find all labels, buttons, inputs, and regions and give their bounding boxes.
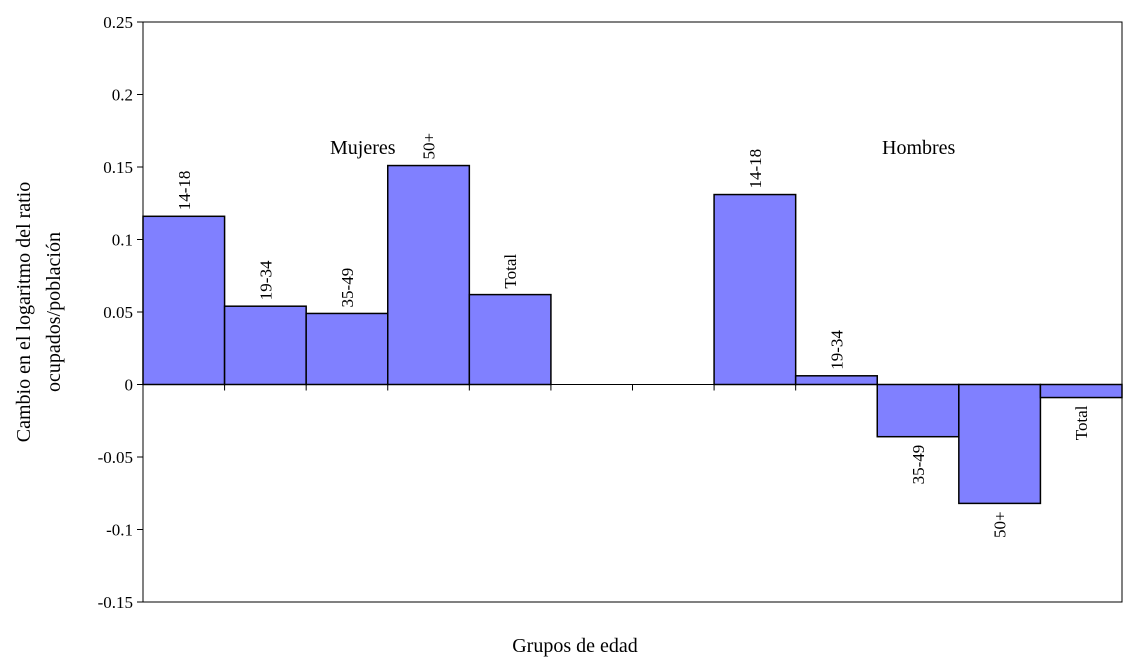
bar bbox=[468, 293, 552, 386]
bar-label: 14-18 bbox=[175, 171, 194, 211]
bar-label: Total bbox=[501, 254, 520, 289]
bar bbox=[958, 383, 1042, 505]
bar bbox=[876, 383, 960, 438]
annotation: Hombres bbox=[882, 137, 956, 159]
x-axis-title: Grupos de edad bbox=[512, 635, 638, 657]
bar bbox=[387, 164, 471, 386]
bar bbox=[305, 312, 389, 386]
bar bbox=[223, 305, 307, 386]
y-tick-label: 0 bbox=[125, 376, 134, 395]
bar bbox=[713, 193, 797, 386]
bar-label: 35-49 bbox=[338, 268, 357, 308]
bar-label: 50+ bbox=[991, 511, 1010, 538]
bar bbox=[794, 375, 879, 386]
bar bbox=[142, 215, 226, 386]
bar bbox=[1039, 383, 1123, 399]
y-tick-label: -0.15 bbox=[98, 593, 133, 612]
y-axis-title: Cambio en el logaritmo del ratio bbox=[13, 182, 35, 443]
bar-label: 35-49 bbox=[909, 445, 928, 485]
y-tick-label: 0.15 bbox=[103, 158, 133, 177]
y-tick-label: 0.1 bbox=[112, 231, 133, 250]
y-axis-title: ocupados/población bbox=[43, 232, 65, 392]
bar-label: Total bbox=[1072, 405, 1091, 440]
bar-label: 19-34 bbox=[256, 260, 275, 300]
bar-label: 19-34 bbox=[827, 330, 846, 370]
y-tick-label: 0.05 bbox=[103, 303, 133, 322]
y-tick-label: -0.1 bbox=[106, 521, 133, 540]
bar-label: 50+ bbox=[420, 133, 439, 160]
bar-label: 14-18 bbox=[746, 149, 765, 189]
y-tick-label: 0.2 bbox=[112, 86, 133, 105]
annotation: Mujeres bbox=[330, 137, 396, 159]
y-tick-label: 0.25 bbox=[103, 13, 133, 32]
y-tick-label: -0.05 bbox=[98, 448, 133, 467]
